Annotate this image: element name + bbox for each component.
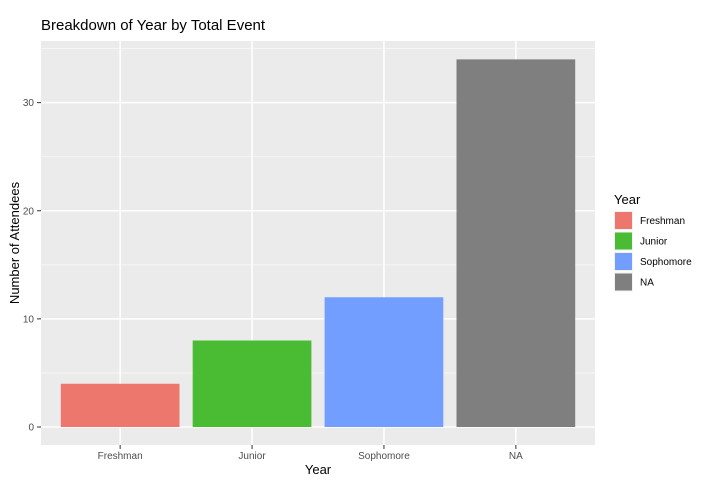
y-tick-label: 30 <box>23 98 35 109</box>
bar-sophomore <box>324 297 444 427</box>
legend-swatch-sophomore <box>615 253 632 270</box>
legend-label: Junior <box>640 237 668 248</box>
legend: Year Freshman Junior Sophomore NA <box>614 192 692 292</box>
bars <box>60 59 576 427</box>
legend-label: Freshman <box>640 216 685 227</box>
x-tick-label: Freshman <box>98 451 143 462</box>
bar-na <box>456 59 576 427</box>
legend-swatch-freshman <box>615 212 632 229</box>
legend-label: Sophomore <box>640 257 692 268</box>
y-axis-title: Number of Attendees <box>7 181 22 304</box>
legend-title: Year <box>614 192 641 207</box>
bar-junior <box>192 340 312 427</box>
y-axis: 0 10 20 30 <box>23 98 41 434</box>
x-tick-label: NA <box>509 451 523 462</box>
x-axis-title: Year <box>305 462 332 477</box>
x-tick-label: Junior <box>238 451 266 462</box>
bar-freshman <box>60 383 180 427</box>
x-axis: Freshman Junior Sophomore NA <box>98 445 523 462</box>
y-tick-label: 10 <box>23 314 35 325</box>
legend-label: NA <box>640 278 654 289</box>
chart-title: Breakdown of Year by Total Event <box>41 17 266 34</box>
legend-swatch-na <box>615 273 632 291</box>
legend-swatch-junior <box>615 232 632 250</box>
x-tick-label: Sophomore <box>358 451 410 462</box>
y-tick-label: 0 <box>28 423 34 434</box>
y-tick-label: 20 <box>23 206 35 217</box>
